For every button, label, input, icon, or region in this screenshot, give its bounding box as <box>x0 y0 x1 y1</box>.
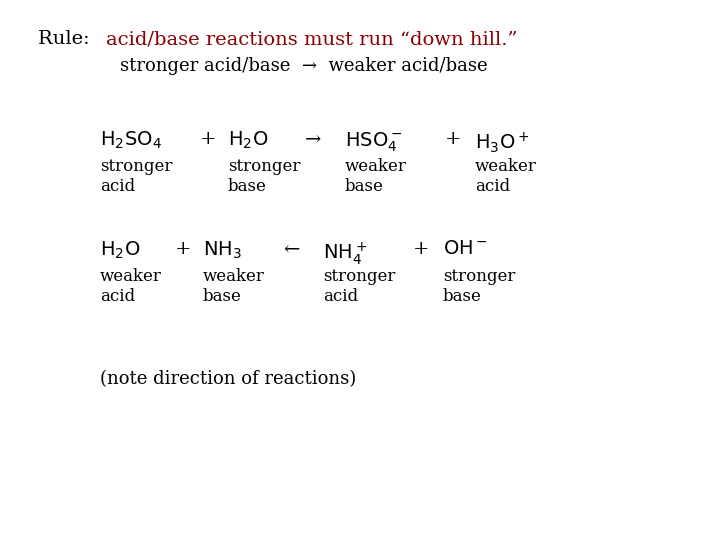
Text: $\mathrm{NH_3}$: $\mathrm{NH_3}$ <box>203 240 242 261</box>
Text: weaker: weaker <box>345 158 407 175</box>
Text: (note direction of reactions): (note direction of reactions) <box>100 370 356 388</box>
Text: weaker: weaker <box>475 158 537 175</box>
Text: base: base <box>443 288 482 305</box>
Text: +: + <box>445 130 462 148</box>
Text: Rule:: Rule: <box>38 30 102 48</box>
Text: acid/base reactions must run “down hill.”: acid/base reactions must run “down hill.… <box>106 30 518 48</box>
Text: stronger: stronger <box>323 268 395 285</box>
Text: $\mathrm{OH^-}$: $\mathrm{OH^-}$ <box>443 240 488 258</box>
Text: acid: acid <box>100 288 135 305</box>
Text: ←: ← <box>283 240 300 258</box>
Text: acid: acid <box>100 178 135 195</box>
Text: →: → <box>305 130 321 148</box>
Text: +: + <box>200 130 217 148</box>
Text: stronger: stronger <box>443 268 516 285</box>
Text: stronger acid/base  →  weaker acid/base: stronger acid/base → weaker acid/base <box>120 57 487 75</box>
Text: base: base <box>345 178 384 195</box>
Text: stronger: stronger <box>228 158 300 175</box>
Text: weaker: weaker <box>100 268 162 285</box>
Text: weaker: weaker <box>203 268 265 285</box>
Text: $\mathrm{H_2O}$: $\mathrm{H_2O}$ <box>100 240 140 261</box>
Text: $\mathrm{H_2SO_4}$: $\mathrm{H_2SO_4}$ <box>100 130 162 151</box>
Text: +: + <box>413 240 430 258</box>
Text: base: base <box>203 288 242 305</box>
Text: $\mathrm{NH_4^+}$: $\mathrm{NH_4^+}$ <box>323 240 367 267</box>
Text: $\mathrm{H_2O}$: $\mathrm{H_2O}$ <box>228 130 269 151</box>
Text: $\mathrm{HSO_4^-}$: $\mathrm{HSO_4^-}$ <box>345 130 402 153</box>
Text: base: base <box>228 178 267 195</box>
Text: +: + <box>175 240 192 258</box>
Text: $\mathrm{H_3O^+}$: $\mathrm{H_3O^+}$ <box>475 130 529 154</box>
Text: acid: acid <box>475 178 510 195</box>
Text: stronger: stronger <box>100 158 172 175</box>
Text: acid: acid <box>323 288 358 305</box>
